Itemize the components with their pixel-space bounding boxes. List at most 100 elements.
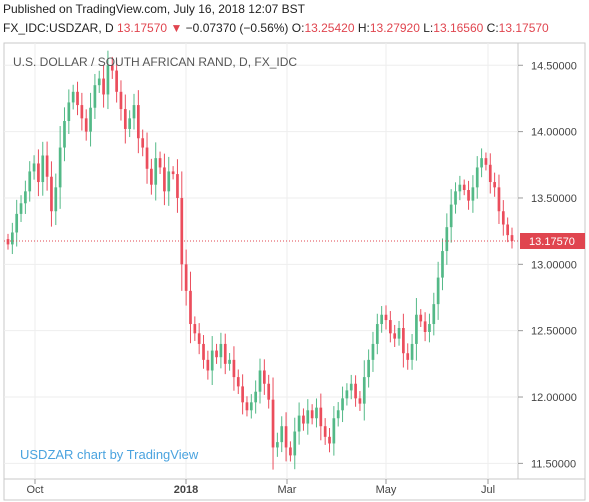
symbol-label: FX_IDC:USDZAR, D: [3, 21, 114, 35]
candle-body: [397, 328, 401, 339]
candle-body: [423, 321, 427, 332]
x-tick-label: Oct: [26, 484, 43, 496]
candle-body: [328, 436, 331, 444]
candle-body: [471, 187, 475, 201]
candle-body: [28, 171, 32, 192]
candle-body: [97, 78, 101, 86]
chart-title: U.S. DOLLAR / SOUTH AFRICAN RAND, D, FX_…: [13, 55, 297, 69]
high-value: 13.27920: [369, 21, 420, 35]
candle-body: [176, 174, 179, 198]
change-down-icon: ▼: [170, 21, 183, 35]
candle-body: [80, 105, 84, 119]
candle-body: [210, 350, 214, 371]
x-tick-label: 2018: [174, 484, 198, 496]
y-tick-label: 13.00000: [531, 259, 577, 271]
y-tick-label: 12.50000: [531, 326, 577, 338]
candle-body: [180, 197, 184, 265]
candle-body: [136, 105, 140, 139]
candle-body: [145, 147, 149, 169]
candle-body: [110, 65, 114, 71]
candle-body: [93, 85, 97, 108]
last-price-tag: [520, 233, 585, 250]
candle-body: [341, 398, 344, 411]
candle-body: [193, 324, 197, 334]
candle-body: [289, 447, 292, 456]
y-tick-label: 14.50000: [531, 60, 577, 72]
candle-body: [480, 158, 483, 168]
candle-body: [436, 277, 440, 305]
candle-body: [32, 163, 36, 172]
candle-body: [215, 350, 218, 358]
change-value: −0.07370 (−0.56%): [185, 21, 289, 35]
candle-body: [89, 107, 92, 132]
candle-body: [19, 203, 23, 214]
candle-body: [402, 328, 405, 354]
candle-body: [202, 343, 205, 360]
close-label: C:: [486, 21, 499, 35]
candle-body: [349, 383, 353, 391]
candle-body: [236, 377, 240, 387]
low-value: 13.16560: [433, 21, 484, 35]
last-price-tag-label: 13.17570: [529, 236, 575, 248]
candle-body: [58, 147, 62, 188]
candle-body: [306, 410, 310, 424]
candle-body: [415, 314, 418, 344]
candle-body: [158, 158, 162, 168]
candle-body: [510, 235, 514, 242]
low-label: L:: [423, 21, 434, 35]
time-axis[interactable]: Oct 2018 Mar May Jul: [26, 479, 495, 496]
candle-body: [102, 78, 105, 95]
candle-body: [493, 182, 496, 188]
y-tick-label: 14.00000: [531, 127, 577, 139]
candle-body: [249, 402, 253, 411]
candle-body: [310, 410, 314, 419]
candle-body: [367, 359, 370, 378]
candle-body: [297, 415, 301, 432]
candle-body: [84, 118, 88, 132]
candle-body: [123, 109, 127, 129]
candle-body: [284, 426, 288, 448]
candle-body: [371, 343, 375, 360]
candle-body: [271, 399, 275, 448]
candle-body: [467, 190, 470, 201]
candle-body: [388, 320, 392, 334]
chart-frame: [3, 42, 586, 501]
candle-body: [128, 118, 132, 129]
candle-body: [362, 377, 366, 404]
candle-body: [419, 314, 423, 322]
last-price-value: 13.17570: [117, 21, 168, 35]
candle-body: [37, 163, 40, 183]
candle-body: [375, 324, 379, 344]
open-value: 13.25420: [304, 21, 355, 35]
candle-body: [475, 167, 479, 188]
price-axis[interactable]: 14.50000 14.00000 13.50000 13.00000 12.50000…: [518, 60, 577, 470]
candle-body: [141, 138, 145, 148]
candle-body: [488, 164, 492, 183]
candle-body: [441, 251, 444, 278]
candle-body: [119, 91, 123, 110]
candle-body: [154, 158, 158, 185]
candle-body: [336, 410, 340, 419]
y-tick-label: 11.50000: [531, 458, 576, 470]
candle-body: [428, 324, 431, 332]
candle-body: [45, 155, 49, 177]
candle-body: [167, 171, 171, 192]
candle-body: [206, 359, 210, 371]
candle-body: [241, 386, 244, 403]
candle-body: [267, 383, 271, 400]
candle-body: [393, 333, 397, 339]
candle-body: [345, 390, 349, 399]
candle-body: [262, 370, 266, 384]
close-value: 13.17570: [498, 21, 549, 35]
candle-body: [254, 391, 258, 403]
x-tick-label: Mar: [278, 484, 297, 496]
candle-body: [384, 314, 388, 321]
candle-body: [315, 407, 318, 419]
y-tick-label: 12.00000: [531, 392, 577, 404]
candle-body: [163, 167, 166, 192]
candle-body: [454, 191, 457, 205]
candle-body: [410, 343, 414, 360]
candle-body: [484, 158, 488, 165]
candle-body: [106, 65, 110, 95]
